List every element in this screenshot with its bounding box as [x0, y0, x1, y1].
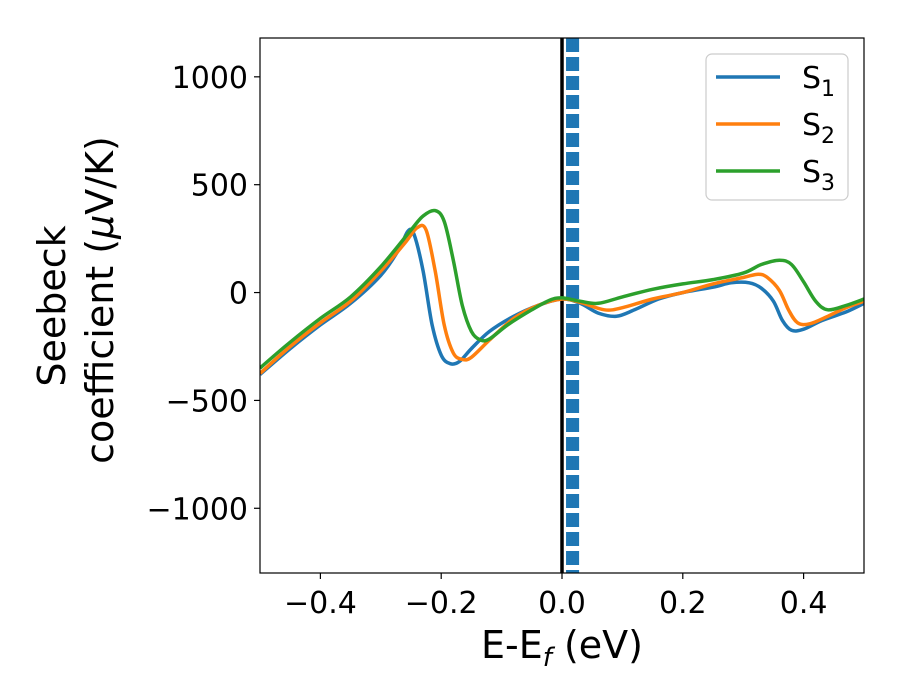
- x-axis-title-main: E-E: [481, 623, 543, 667]
- x-tick-label: 0.0: [538, 586, 586, 621]
- x-tick-label: 0.4: [780, 586, 828, 621]
- vertical-reference-lines: [560, 38, 580, 573]
- legend: S1 S2 S3: [705, 53, 849, 201]
- y-tick-label: 500: [191, 169, 248, 204]
- x-axis-title: E-Ef (eV): [481, 623, 643, 673]
- y-axis-title-suffix: V/K): [78, 136, 122, 215]
- y-axis-title-line1: Seebeck: [30, 225, 74, 386]
- y-tick-label: −500: [166, 384, 248, 419]
- series-line-s3: [260, 208, 864, 370]
- y-axis-title: Seebeck coefficient (μV/K): [30, 136, 122, 464]
- x-tick-label: −0.2: [405, 586, 478, 621]
- legend-label: S1: [802, 61, 835, 102]
- y-tick-label: 0: [229, 277, 248, 312]
- x-tick-label: −0.4: [284, 586, 357, 621]
- series-lines: [260, 208, 864, 376]
- y-tick-label: −1000: [147, 492, 248, 527]
- y-axis-ticks: −1000 −500 0 500 1000: [147, 61, 260, 527]
- y-tick-label: 1000: [172, 61, 248, 96]
- y-axis-title-prefix: coefficient (: [78, 239, 122, 464]
- x-axis-title-unit: (eV): [552, 623, 643, 667]
- legend-label: S3: [802, 155, 835, 196]
- y-axis-title-line2: coefficient (μV/K): [78, 136, 122, 464]
- y-axis-title-mu: μ: [78, 215, 122, 240]
- legend-label: S2: [802, 108, 835, 149]
- legend-box: [705, 53, 849, 201]
- x-tick-label: 0.2: [659, 586, 707, 621]
- x-axis-ticks: −0.4 −0.2 0.0 0.2 0.4: [284, 573, 827, 621]
